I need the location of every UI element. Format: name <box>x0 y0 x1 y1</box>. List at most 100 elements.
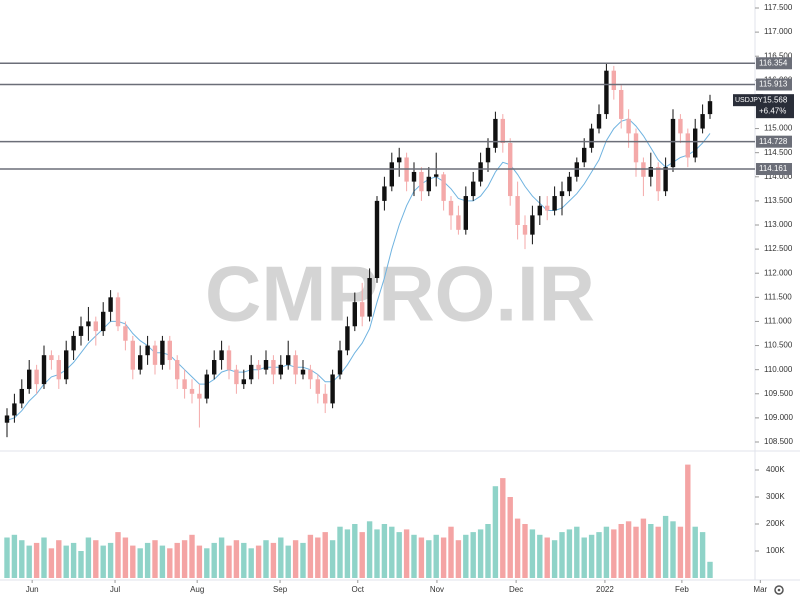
candle-body <box>500 118 506 144</box>
volume-bar <box>551 540 558 578</box>
moving-average <box>6 118 711 421</box>
symbol-box <box>733 94 763 107</box>
volume-tick-label: 200K <box>766 519 785 528</box>
volume-bar <box>366 521 373 578</box>
volume-bar <box>655 526 661 578</box>
candle-body <box>204 374 210 399</box>
candle-body <box>241 379 247 385</box>
volume-tick-label: 300K <box>766 492 785 501</box>
volume-bar <box>596 532 602 578</box>
candle-body <box>286 355 291 365</box>
candle-body <box>685 133 691 158</box>
candle-body <box>300 369 306 375</box>
volume-bar <box>248 548 254 578</box>
settings-icon[interactable] <box>774 585 784 595</box>
volume-bar <box>226 545 232 578</box>
candle-body <box>707 101 713 115</box>
candle-body <box>567 176 572 192</box>
candle-body <box>633 133 639 163</box>
candle-body <box>530 215 535 235</box>
candle-body <box>360 302 365 317</box>
candle-body <box>278 364 284 375</box>
volume-bar <box>107 542 114 578</box>
volume-bar <box>492 486 499 578</box>
volume-bar <box>56 540 62 578</box>
candle-body <box>515 196 520 225</box>
candle-body <box>86 321 91 327</box>
y-tick-label: 111.000 <box>764 317 792 326</box>
candle-body <box>522 225 528 235</box>
volume-bar <box>677 526 684 578</box>
candle-body <box>426 176 432 192</box>
candle-body <box>115 297 121 327</box>
y-tick-label: 108.500 <box>764 437 793 446</box>
candle-body <box>389 162 395 187</box>
volume-bar <box>144 542 151 578</box>
candle-body <box>367 278 372 317</box>
volume-bar <box>389 526 395 578</box>
volume-bar <box>241 542 247 578</box>
volume-bar <box>648 524 654 578</box>
volume-bar <box>633 526 639 578</box>
level-label-box <box>756 57 792 70</box>
candle-body <box>419 171 424 192</box>
candle-body <box>315 379 321 394</box>
candle-body <box>219 350 224 361</box>
candle-body <box>700 114 705 129</box>
candle-body <box>263 360 269 370</box>
candle-body <box>678 118 683 134</box>
volume-bar <box>270 542 277 578</box>
volume-bar <box>307 534 314 578</box>
candle-body <box>337 350 343 375</box>
volume-bar <box>233 540 240 578</box>
volume-bar <box>11 534 18 578</box>
volume-bar <box>100 545 106 578</box>
candle-body <box>441 174 446 201</box>
candle-body <box>648 167 654 177</box>
x-tick-label: Feb <box>675 585 689 594</box>
x-tick-label: Jun <box>26 585 39 594</box>
candle-body <box>411 171 417 182</box>
volume-bar <box>514 518 521 578</box>
y-tick-label: 117.500 <box>764 3 793 12</box>
volume-bar <box>85 537 92 578</box>
volume-bar <box>662 515 669 578</box>
level-label: 116.354 <box>759 58 788 67</box>
volume-bar <box>130 545 136 578</box>
candle-body <box>49 355 54 361</box>
volume-bar <box>559 532 565 578</box>
candle-body <box>152 345 158 365</box>
volume-bar <box>522 524 528 578</box>
candle-body <box>189 388 195 394</box>
volume-bar <box>278 537 284 578</box>
volume-tick-label: 400K <box>766 465 785 474</box>
level-label: 115.913 <box>759 80 788 89</box>
candle-body <box>456 215 461 230</box>
volume-bar <box>19 540 25 578</box>
volume-bar <box>26 545 32 578</box>
x-tick-label: Nov <box>430 585 444 594</box>
volume-bar <box>196 545 203 578</box>
candle-body <box>175 360 180 380</box>
candle-body <box>93 321 99 332</box>
y-tick-label: 114.500 <box>764 148 793 157</box>
volume-bar <box>411 534 417 578</box>
volume-bar <box>122 537 129 578</box>
x-tick-label: Dec <box>509 585 523 594</box>
y-tick-label: 116.500 <box>764 51 793 60</box>
candle-body <box>589 128 594 148</box>
volume-bar <box>263 540 269 578</box>
volume-bar <box>204 548 210 578</box>
volume-bar <box>455 540 462 578</box>
level-label: 114.728 <box>759 137 788 146</box>
volume-bar <box>337 526 343 578</box>
volume-bar <box>485 524 491 578</box>
volume-bar <box>322 532 328 578</box>
level-label: 114.161 <box>759 164 788 173</box>
volume-bar <box>707 561 713 578</box>
candle-body <box>19 388 25 404</box>
y-tick-label: 112.000 <box>764 268 793 277</box>
volume-bar <box>529 529 536 578</box>
